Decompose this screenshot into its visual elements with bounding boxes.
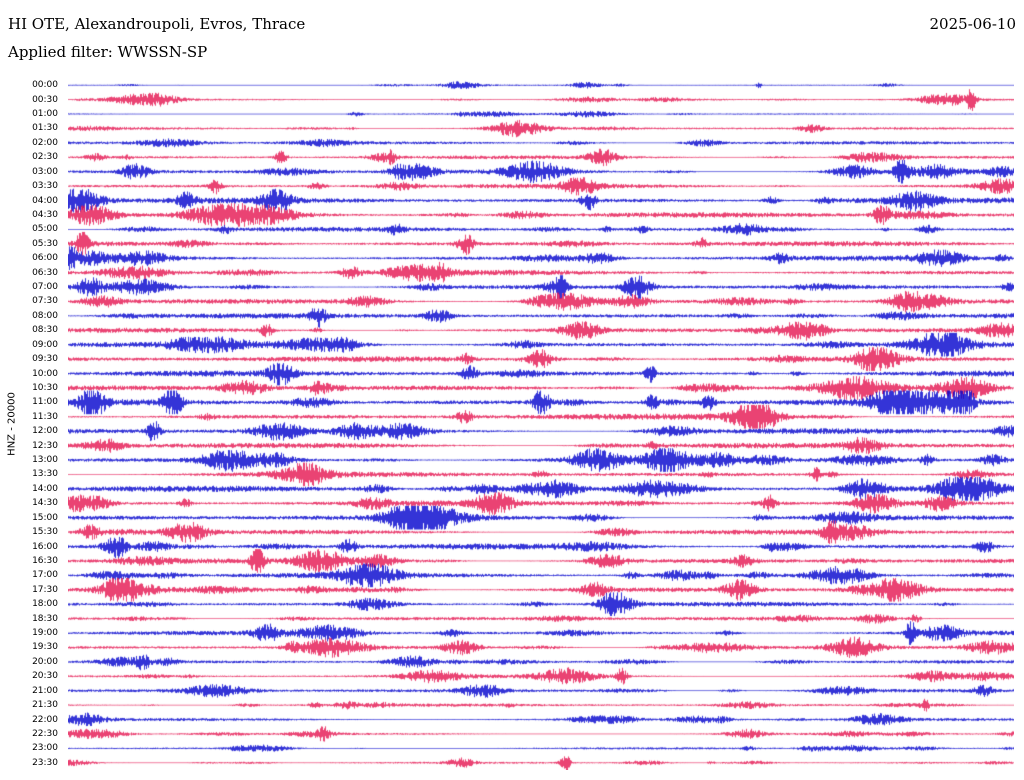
time-label: 01:30 <box>32 123 58 134</box>
date-label: 2025-06-10 <box>929 15 1016 33</box>
time-label: 05:00 <box>32 224 58 235</box>
time-label: 19:30 <box>32 642 58 653</box>
time-label: 23:30 <box>32 757 58 768</box>
time-label: 00:30 <box>32 94 58 105</box>
time-label: 09:30 <box>32 354 58 365</box>
plot-area: HNZ - 20000 00:00 00:30 01:00 01:30 02:00 02:… <box>0 78 1024 770</box>
time-label: 07:30 <box>32 296 58 307</box>
time-label: 23:00 <box>32 743 58 754</box>
time-label: 10:00 <box>32 368 58 379</box>
time-label: 21:00 <box>32 685 58 696</box>
time-label-column: 00:00 00:30 01:00 01:30 02:00 02:30 03:00 03:30… <box>0 78 66 770</box>
time-label: 06:00 <box>32 253 58 264</box>
time-label: 09:00 <box>32 339 58 350</box>
time-label: 17:00 <box>32 570 58 581</box>
time-label: 02:00 <box>32 137 58 148</box>
time-label: 14:00 <box>32 483 58 494</box>
header: HI OTE, Alexandroupoli, Evros, Thrace 20… <box>0 0 1024 34</box>
time-label: 02:30 <box>32 152 58 163</box>
time-label: 20:00 <box>32 656 58 667</box>
time-label: 18:30 <box>32 613 58 624</box>
time-label: 21:30 <box>32 700 58 711</box>
time-label: 03:00 <box>32 166 58 177</box>
time-label: 11:30 <box>32 411 58 422</box>
filter-label: Applied filter: WWSSN-SP <box>8 43 208 61</box>
time-label: 04:30 <box>32 209 58 220</box>
time-label: 22:00 <box>32 714 58 725</box>
time-label: 18:00 <box>32 599 58 610</box>
seismogram-traces-canvas <box>68 78 1014 770</box>
time-label: 07:00 <box>32 282 58 293</box>
time-label: 06:30 <box>32 267 58 278</box>
time-label: 13:00 <box>32 455 58 466</box>
time-label: 12:30 <box>32 440 58 451</box>
time-label: 19:00 <box>32 628 58 639</box>
time-label: 01:00 <box>32 109 58 120</box>
time-label: 14:30 <box>32 498 58 509</box>
time-label: 03:30 <box>32 181 58 192</box>
time-label: 05:30 <box>32 238 58 249</box>
time-label: 08:00 <box>32 310 58 321</box>
station-title: HI OTE, Alexandroupoli, Evros, Thrace <box>8 15 306 33</box>
time-label: 10:30 <box>32 382 58 393</box>
time-label: 08:30 <box>32 325 58 336</box>
time-label: 20:30 <box>32 671 58 682</box>
time-label: 12:00 <box>32 426 58 437</box>
time-label: 00:00 <box>32 80 58 91</box>
time-label: 11:00 <box>32 397 58 408</box>
time-label: 22:30 <box>32 728 58 739</box>
time-label: 15:30 <box>32 527 58 538</box>
time-label: 16:30 <box>32 555 58 566</box>
time-label: 13:30 <box>32 469 58 480</box>
time-label: 04:00 <box>32 195 58 206</box>
time-label: 16:00 <box>32 541 58 552</box>
time-label: 17:30 <box>32 584 58 595</box>
time-label: 15:00 <box>32 512 58 523</box>
